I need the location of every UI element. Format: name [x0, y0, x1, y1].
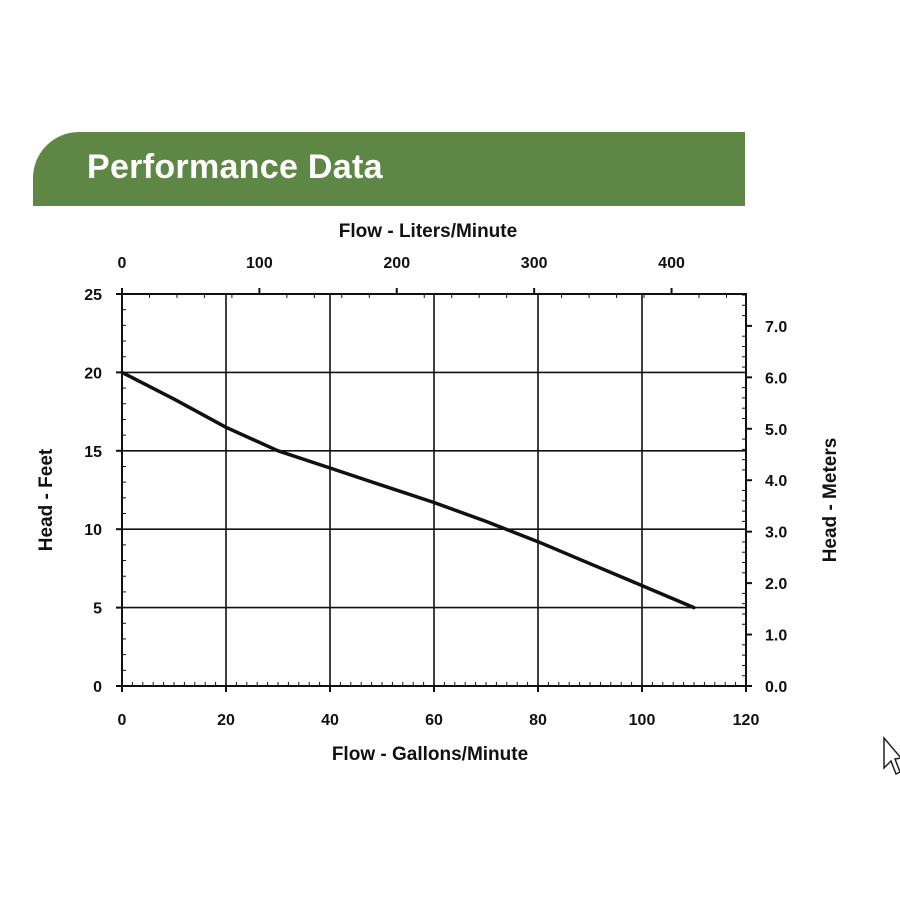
tick-labels-layer: 0 20 40 60 80 100 120 0 5 10 15 20 25 0 100 200 300 400 0.…: [84, 255, 787, 729]
section-title: Performance Data: [87, 148, 383, 186]
y-tick-label: 25: [84, 287, 102, 304]
x2-tick-label: 400: [658, 255, 685, 272]
y2-tick-label: 6.0: [765, 370, 787, 387]
x2-tick-label: 100: [246, 255, 273, 272]
x-tick-label: 120: [733, 712, 760, 729]
x-axis-title: Flow - Gallons/Minute: [332, 744, 528, 765]
y2-tick-label: 3.0: [765, 525, 787, 542]
grid-layer: [122, 294, 746, 686]
x-tick-label: 0: [118, 712, 127, 729]
performance-curve: [120, 370, 696, 610]
x-tick-label: 60: [425, 712, 443, 729]
y-tick-label: 20: [84, 365, 102, 382]
y2-tick-label: 0.0: [765, 679, 787, 696]
plot-frame: [121, 293, 747, 687]
x2-tick-label: 300: [521, 255, 548, 272]
y-axis-title: Head - Feet: [36, 448, 57, 551]
y2-axis-title: Head - Meters: [820, 438, 841, 563]
y-tick-label: 0: [93, 679, 102, 696]
mouse-cursor-icon: [883, 736, 900, 776]
x-tick-label: 80: [529, 712, 547, 729]
x-tick-label: 100: [629, 712, 656, 729]
y-tick-label: 10: [84, 522, 102, 539]
x2-axis-title: Flow - Liters/Minute: [339, 221, 517, 242]
x-tick-label: 40: [321, 712, 339, 729]
y2-tick-label: 7.0: [765, 319, 787, 336]
y-tick-label: 15: [84, 444, 102, 461]
x2-tick-label: 200: [383, 255, 410, 272]
section-banner: Performance Data: [33, 132, 745, 206]
y-tick-label: 5: [93, 601, 102, 618]
y2-tick-label: 5.0: [765, 422, 787, 439]
x2-tick-label: 0: [118, 255, 127, 272]
y2-tick-label: 4.0: [765, 473, 787, 490]
y2-tick-label: 2.0: [765, 576, 787, 593]
x-tick-label: 20: [217, 712, 235, 729]
y2-tick-label: 1.0: [765, 628, 787, 645]
